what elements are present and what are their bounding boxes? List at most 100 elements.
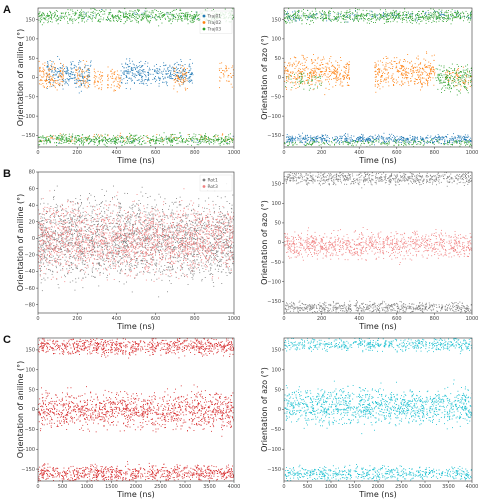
- data-point: [119, 135, 120, 137]
- data-point: [77, 79, 79, 81]
- data-point: [167, 15, 168, 17]
- data-point: [456, 72, 457, 74]
- data-point: [68, 78, 70, 80]
- data-point: [47, 65, 48, 67]
- data-point: [325, 70, 327, 72]
- data-point: [288, 78, 290, 80]
- data-point: [39, 139, 41, 141]
- data-point: [393, 57, 395, 59]
- data-point: [119, 81, 121, 83]
- data-point: [183, 15, 185, 17]
- data-point: [111, 77, 113, 79]
- data-point: [132, 73, 134, 75]
- data-point: [467, 92, 469, 94]
- data-point: [170, 144, 172, 146]
- data-point: [91, 138, 93, 140]
- data-point: [71, 135, 73, 137]
- data-point: [108, 14, 110, 16]
- data-point: [81, 143, 82, 145]
- data-point: [457, 10, 458, 12]
- data-point: [467, 82, 469, 84]
- data-point: [434, 13, 436, 15]
- data-point: [232, 141, 233, 143]
- data-point: [193, 21, 195, 22]
- data-point: [90, 8, 92, 10]
- data-point: [342, 18, 344, 20]
- data-point: [175, 81, 176, 83]
- data-point: [129, 142, 130, 144]
- data-point: [74, 77, 76, 79]
- data-point: [113, 140, 115, 142]
- data-point: [324, 18, 326, 19]
- data-point: [360, 14, 362, 16]
- data-point: [335, 76, 337, 77]
- data-point: [169, 19, 171, 21]
- data-point: [405, 19, 407, 21]
- data-point: [336, 76, 338, 78]
- data-point: [134, 75, 136, 77]
- data-point: [54, 82, 56, 83]
- data-point: [409, 141, 410, 143]
- data-point: [378, 85, 380, 87]
- data-point: [313, 54, 314, 55]
- data-point: [302, 137, 304, 139]
- data-point: [67, 70, 69, 71]
- data-point: [289, 14, 291, 16]
- data-point: [40, 16, 42, 18]
- data-point: [419, 63, 421, 65]
- data-point: [338, 64, 340, 66]
- data-point: [214, 137, 216, 139]
- data-point: [348, 14, 350, 16]
- data-point: [80, 90, 82, 92]
- data-point: [172, 140, 173, 141]
- data-point: [146, 84, 148, 86]
- data-point: [344, 134, 346, 136]
- data-point: [446, 74, 448, 76]
- data-point: [136, 140, 138, 141]
- data-point: [49, 86, 51, 88]
- data-point: [329, 18, 331, 20]
- data-point: [49, 69, 51, 70]
- data-point: [168, 76, 170, 78]
- data-point: [405, 141, 407, 143]
- data-point: [184, 141, 186, 143]
- data-point: [125, 138, 127, 140]
- data-point: [100, 18, 102, 20]
- data-point: [51, 71, 53, 73]
- data-point: [130, 135, 132, 136]
- data-point: [182, 75, 184, 77]
- data-point: [326, 66, 328, 68]
- data-point: [470, 140, 472, 141]
- data-point: [427, 85, 429, 87]
- data-point: [124, 143, 126, 145]
- data-point: [414, 78, 416, 80]
- data-point: [98, 18, 100, 20]
- data-point: [152, 15, 153, 17]
- data-point: [359, 138, 361, 139]
- data-point: [384, 66, 386, 68]
- data-point: [372, 137, 374, 139]
- data-point: [141, 14, 143, 16]
- data-point: [147, 14, 149, 16]
- data-point: [176, 61, 178, 63]
- data-point: [324, 94, 326, 96]
- data-point: [107, 134, 109, 136]
- data-point: [118, 17, 120, 19]
- data-point: [113, 80, 115, 82]
- data-point: [94, 8, 95, 10]
- data-point: [437, 17, 439, 19]
- data-point: [74, 14, 75, 16]
- data-point: [312, 139, 314, 140]
- data-point: [65, 141, 67, 143]
- data-point: [447, 18, 449, 19]
- data-point: [465, 87, 467, 89]
- data-point: [332, 137, 333, 139]
- data-point: [175, 74, 176, 76]
- data-point: [42, 70, 43, 72]
- data-point: [366, 140, 368, 142]
- data-point: [89, 139, 91, 141]
- data-point: [139, 14, 141, 16]
- data-point: [98, 136, 100, 138]
- data-point: [404, 19, 405, 20]
- data-point: [448, 80, 450, 81]
